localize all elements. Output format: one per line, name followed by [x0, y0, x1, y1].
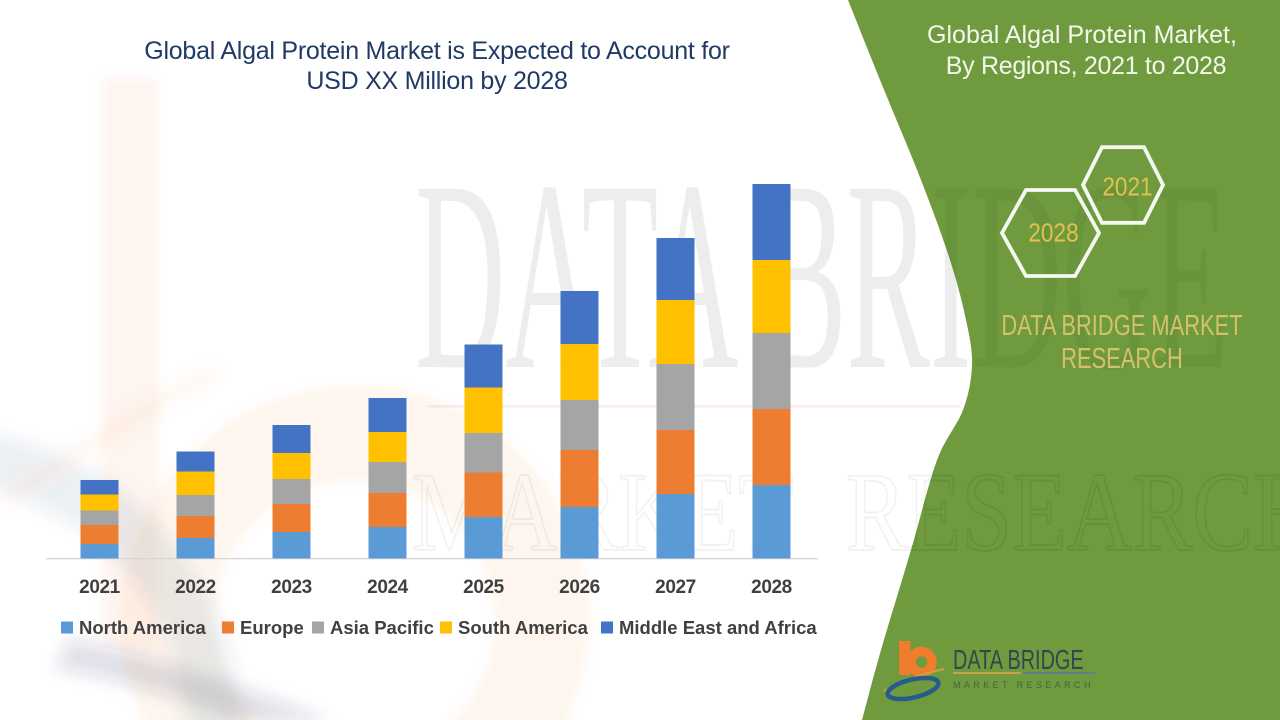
svg-text:MARKET RESEARCH: MARKET RESEARCH	[953, 680, 1094, 690]
svg-text:2021: 2021	[79, 577, 121, 598]
svg-text:DATA BRIDGE MARKET: DATA BRIDGE MARKET	[1001, 310, 1242, 342]
svg-text:2023: 2023	[271, 577, 312, 598]
svg-text:Europe: Europe	[240, 617, 304, 638]
svg-text:Global Algal Protein Market is: Global Algal Protein Market is Expected …	[144, 37, 729, 65]
svg-text:Asia Pacific: Asia Pacific	[330, 617, 434, 638]
svg-text:Middle East and Africa: Middle East and Africa	[619, 617, 817, 638]
svg-text:2022: 2022	[175, 577, 216, 598]
svg-text:2021: 2021	[1102, 173, 1152, 202]
svg-text:By Regions, 2021 to 2028: By Regions, 2021 to 2028	[946, 52, 1227, 80]
svg-text:2028: 2028	[751, 577, 792, 598]
svg-text:RESEARCH: RESEARCH	[1061, 343, 1183, 375]
svg-text:2027: 2027	[655, 577, 696, 598]
svg-text:Global Algal Protein Market,: Global Algal Protein Market,	[927, 21, 1237, 49]
svg-text:DATA BRIDGE: DATA BRIDGE	[953, 645, 1084, 676]
svg-text:South America: South America	[458, 617, 589, 638]
svg-text:2026: 2026	[559, 577, 600, 598]
svg-text:North America: North America	[79, 617, 207, 638]
svg-text:2028: 2028	[1028, 219, 1078, 248]
svg-text:2024: 2024	[367, 577, 409, 598]
svg-text:2025: 2025	[463, 577, 505, 598]
svg-text:USD XX Million by 2028: USD XX Million by 2028	[306, 67, 567, 95]
